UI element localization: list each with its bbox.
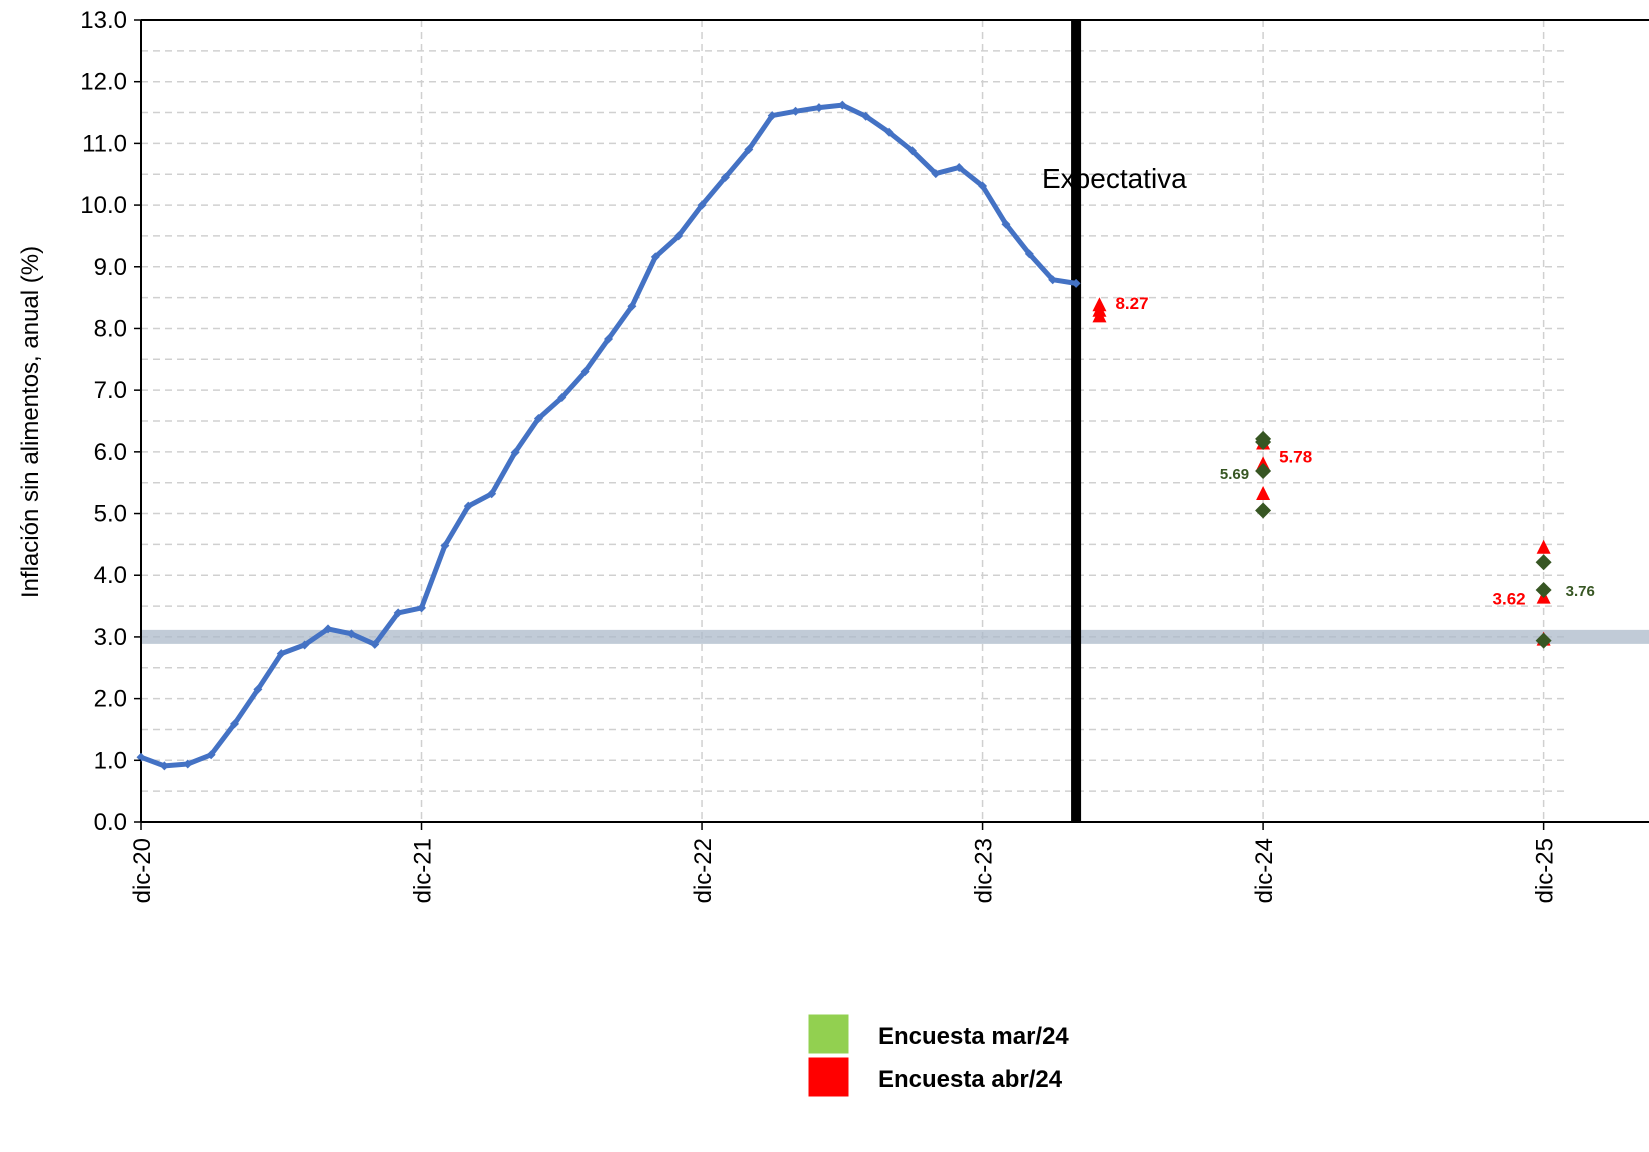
- line-point-marker: [744, 145, 754, 155]
- line-point-marker: [370, 639, 380, 649]
- y-tick-label: 4.0: [94, 562, 127, 589]
- line-point-marker: [1048, 275, 1058, 285]
- line-point-marker: [978, 181, 988, 191]
- x-axis-ticks: dic-20 dic-21 dic-22 dic-23 dic-24 dic-25: [129, 822, 1559, 903]
- mar-survey-marker: [1255, 433, 1272, 450]
- line-point-marker: [627, 301, 637, 311]
- abr-data-label: 5.78: [1279, 447, 1312, 466]
- y-tick-label: 13.0: [80, 7, 127, 34]
- line-point-marker: [323, 624, 333, 634]
- line-point-marker: [230, 719, 240, 729]
- line-point-marker: [697, 200, 707, 210]
- y-tick-label: 11.0: [82, 130, 127, 157]
- y-tick-label: 7.0: [94, 377, 127, 404]
- line-point-marker: [604, 334, 614, 344]
- mar-survey-marker: [1535, 582, 1552, 599]
- line-point-marker: [346, 629, 356, 639]
- y-tick-label: 2.0: [94, 686, 127, 713]
- line-point-marker: [1071, 278, 1081, 288]
- legend-label: Encuesta mar/24: [878, 1023, 1069, 1050]
- y-tick-label: 9.0: [94, 254, 127, 281]
- y-tick-label: 1.0: [94, 747, 127, 774]
- plot-frame: [140, 19, 1649, 823]
- line-point-marker: [907, 146, 917, 156]
- y-tick-label: 0.0: [94, 809, 127, 836]
- y-axis-ticks: 0.0 1.0 2.0 3.0 4.0 5.0 6.0 7.0 8.0 9.0 10.0 11.0 12…: [80, 7, 141, 836]
- mar-survey-marker: [1255, 502, 1272, 519]
- line-point-marker: [510, 447, 520, 457]
- line-point-marker: [206, 750, 216, 760]
- line-point-marker: [861, 111, 871, 121]
- line-point-marker: [931, 169, 941, 179]
- line-point-marker: [393, 608, 403, 618]
- line-point-marker: [837, 100, 847, 110]
- x-tick-label: dic-23: [971, 838, 998, 903]
- y-tick-label: 10.0: [80, 192, 127, 219]
- line-point-marker: [580, 367, 590, 377]
- x-tick-label: dic-22: [690, 838, 717, 903]
- abr-survey-marker: [1092, 308, 1107, 323]
- expectation-label: Expectativa: [1042, 163, 1187, 194]
- line-point-marker: [884, 127, 894, 137]
- line-point-marker: [300, 640, 310, 650]
- line-point-marker: [954, 162, 964, 172]
- x-tick-label: dic-21: [410, 838, 437, 903]
- line-point-marker: [533, 414, 543, 424]
- abr-data-label: 8.27: [1115, 294, 1148, 313]
- line-point-marker: [159, 761, 169, 771]
- line-point-marker: [814, 103, 824, 113]
- line-point-marker: [417, 603, 427, 613]
- abr-data-label: 3.62: [1493, 590, 1526, 609]
- line-point-marker: [767, 111, 777, 121]
- abr-survey-marker: [1536, 539, 1551, 554]
- mar-survey-marker: [1255, 462, 1272, 479]
- y-tick-label: 5.0: [94, 501, 127, 528]
- mar-data-label: 5.69: [1220, 466, 1249, 483]
- legend-swatch: [807, 1056, 850, 1098]
- inflation-line: [140, 102, 1077, 769]
- line-point-marker: [487, 489, 497, 499]
- line-point-marker: [136, 752, 146, 762]
- line-point-marker: [253, 684, 263, 694]
- legend-swatch: [807, 1013, 850, 1055]
- y-tick-label: 12.0: [80, 69, 127, 96]
- legend: Encuesta mar/24 Encuesta abr/24: [807, 1013, 1069, 1098]
- line-point-marker: [791, 106, 801, 116]
- mar-survey-marker: [1535, 632, 1552, 649]
- grid-lines: [141, 20, 1567, 822]
- line-point-marker: [557, 393, 567, 403]
- y-axis-label: Inflación sin alimentos, anual (%): [17, 246, 44, 598]
- legend-label: Encuesta abr/24: [878, 1066, 1063, 1093]
- y-tick-label: 6.0: [94, 439, 127, 466]
- abr-survey-marker: [1256, 486, 1271, 501]
- x-tick-label: dic-25: [1532, 838, 1559, 903]
- line-point-marker: [183, 759, 193, 769]
- mar-data-label: 3.76: [1566, 583, 1595, 600]
- line-point-marker: [440, 541, 450, 551]
- line-point-marker: [463, 501, 473, 511]
- line-point-marker: [276, 649, 286, 659]
- series-line: [136, 100, 1081, 771]
- line-point-marker: [720, 172, 730, 182]
- line-point-marker: [650, 252, 660, 262]
- y-tick-label: 3.0: [94, 624, 127, 651]
- line-point-marker: [1024, 249, 1034, 259]
- line-point-marker: [1001, 219, 1011, 229]
- y-tick-label: 8.0: [94, 315, 127, 342]
- mar-survey-marker: [1535, 554, 1552, 571]
- line-point-marker: [674, 231, 684, 241]
- x-tick-label: dic-24: [1251, 838, 1278, 903]
- survey-points: 8.27 5.78 3.62 5.69 3.76: [1092, 294, 1595, 649]
- x-tick-label: dic-20: [129, 838, 156, 903]
